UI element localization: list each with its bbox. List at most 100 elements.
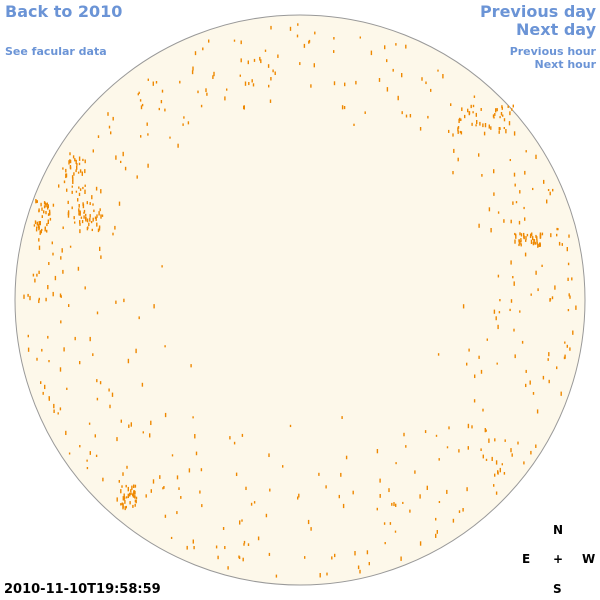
facula-mark xyxy=(195,451,198,456)
facula-mark xyxy=(82,186,84,190)
facula-mark xyxy=(36,226,38,229)
facula-mark xyxy=(485,429,487,432)
next-day-link[interactable]: Next day xyxy=(516,20,596,39)
facula-mark xyxy=(257,536,260,541)
facula-mark xyxy=(92,353,94,357)
facula-mark xyxy=(567,309,570,312)
facula-mark xyxy=(466,487,468,492)
facula-mark xyxy=(253,501,256,504)
facular-data-link[interactable]: See facular data xyxy=(5,45,107,58)
facula-mark xyxy=(36,357,38,361)
facula-mark xyxy=(270,77,272,81)
facula-mark xyxy=(265,513,268,518)
facula-mark xyxy=(511,108,513,111)
facula-mark xyxy=(539,243,541,247)
facula-mark xyxy=(58,184,60,188)
facula-mark xyxy=(536,239,538,243)
facula-mark xyxy=(534,241,536,245)
facula-mark xyxy=(240,58,242,63)
facula-mark xyxy=(147,163,149,168)
facula-mark xyxy=(92,217,94,222)
facula-mark xyxy=(47,213,50,216)
facula-mark xyxy=(547,189,550,192)
facula-mark xyxy=(437,69,439,72)
facula-mark xyxy=(468,111,471,115)
facula-mark xyxy=(501,105,503,109)
facula-mark xyxy=(84,169,86,174)
facula-mark xyxy=(452,171,454,175)
previous-day-link[interactable]: Previous day xyxy=(479,2,596,21)
facula-mark xyxy=(44,384,46,390)
facula-mark xyxy=(493,309,496,314)
facula-mark xyxy=(81,220,84,224)
facula-mark xyxy=(118,480,120,483)
facula-mark xyxy=(345,455,348,460)
facula-mark xyxy=(80,216,83,219)
facula-mark xyxy=(452,518,455,523)
facula-mark xyxy=(513,131,516,136)
facula-mark xyxy=(514,183,516,187)
facula-mark xyxy=(270,25,272,30)
facula-mark xyxy=(326,572,328,576)
facula-mark xyxy=(512,201,514,205)
facula-mark xyxy=(192,539,194,544)
facula-mark xyxy=(71,190,73,194)
facula-mark xyxy=(78,162,81,166)
facula-mark xyxy=(233,39,236,42)
facula-mark xyxy=(376,507,378,511)
facula-mark xyxy=(250,502,253,506)
facula-mark xyxy=(79,361,81,365)
facula-mark xyxy=(515,235,517,239)
facula-mark xyxy=(128,424,130,428)
facula-mark xyxy=(462,304,465,309)
facula-mark xyxy=(36,273,38,277)
facula-mark xyxy=(541,264,543,267)
facula-mark xyxy=(520,238,522,241)
facula-mark xyxy=(47,219,49,224)
facula-mark xyxy=(248,82,250,86)
facula-mark xyxy=(498,311,501,314)
facula-mark xyxy=(397,95,399,101)
facula-mark xyxy=(61,248,63,253)
facula-mark xyxy=(402,501,404,504)
facula-mark xyxy=(537,243,539,248)
facula-mark xyxy=(333,81,336,86)
facula-mark xyxy=(59,367,62,372)
facula-mark xyxy=(474,374,476,379)
facula-mark xyxy=(224,96,226,101)
facula-mark xyxy=(289,424,292,428)
facula-mark xyxy=(268,552,271,556)
facula-mark xyxy=(564,354,566,359)
facula-mark xyxy=(44,226,46,230)
facula-mark xyxy=(79,229,81,234)
facula-mark xyxy=(47,205,49,210)
facula-mark xyxy=(503,472,506,475)
facula-mark xyxy=(129,501,131,505)
next-hour-link[interactable]: Next hour xyxy=(534,58,597,71)
facula-mark xyxy=(239,520,241,525)
facula-mark xyxy=(480,448,482,451)
facula-mark xyxy=(190,364,192,368)
facula-mark xyxy=(448,129,450,133)
facula-mark xyxy=(548,379,550,384)
facula-mark xyxy=(40,202,42,207)
facula-mark xyxy=(120,489,122,494)
previous-hour-link[interactable]: Previous hour xyxy=(509,45,596,58)
facula-mark xyxy=(438,501,441,504)
compass-north: N xyxy=(553,523,564,537)
facula-mark xyxy=(79,210,81,215)
facula-mark xyxy=(197,90,199,94)
back-link[interactable]: Back to 2010 xyxy=(5,2,123,21)
facula-mark xyxy=(426,485,428,490)
facula-mark xyxy=(34,220,37,225)
facula-mark xyxy=(78,156,81,161)
facula-mark xyxy=(122,151,124,157)
facula-mark xyxy=(388,488,390,493)
facula-mark xyxy=(521,340,524,344)
facula-mark xyxy=(182,123,184,126)
facula-mark xyxy=(77,266,80,271)
facula-mark xyxy=(512,104,514,108)
facula-mark xyxy=(158,107,160,111)
facula-mark xyxy=(501,106,503,110)
facula-mark xyxy=(135,499,137,504)
